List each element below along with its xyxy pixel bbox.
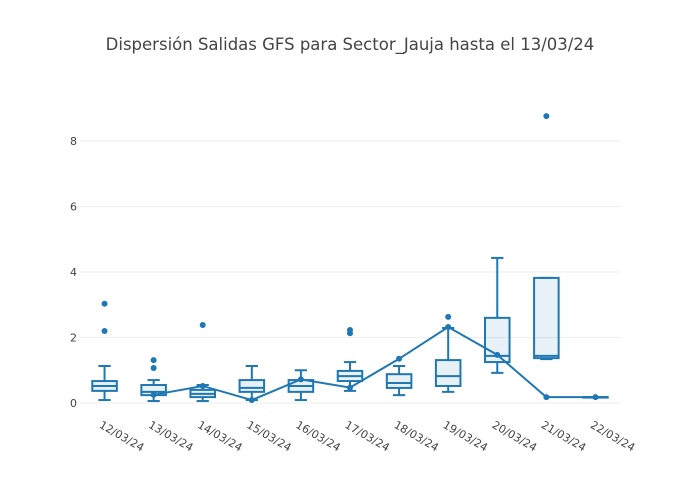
- x-tick-label: 13/03/24: [146, 418, 195, 454]
- line-point: [494, 351, 501, 358]
- chart-title: Dispersión Salidas GFS para Sector_Jauja…: [106, 35, 595, 55]
- x-tick-label: 17/03/24: [343, 418, 392, 454]
- y-tick-label: 8: [70, 135, 77, 148]
- boxes: [91, 113, 609, 403]
- line-point: [150, 391, 157, 398]
- x-tick-label: 19/03/24: [441, 418, 490, 454]
- x-axis-ticks: 12/03/24 13/03/24 14/03/24 15/03/24 16/03/24…: [97, 418, 637, 454]
- y-tick-label: 0: [70, 397, 77, 410]
- x-tick-label: 14/03/24: [195, 418, 244, 454]
- box: [533, 276, 560, 360]
- line-point: [248, 397, 255, 404]
- line-series: [150, 324, 599, 404]
- x-tick-label: 15/03/24: [244, 418, 293, 454]
- y-tick-label: 6: [70, 201, 77, 214]
- line-point: [297, 376, 304, 383]
- line-point: [445, 324, 452, 331]
- gridlines: [80, 140, 620, 404]
- outlier-point: [101, 327, 108, 334]
- y-tick-label: 4: [70, 266, 77, 279]
- outlier-point: [150, 357, 157, 364]
- outlier-point: [199, 322, 206, 329]
- line-point: [347, 384, 353, 391]
- box: [238, 379, 266, 393]
- box: [434, 359, 462, 387]
- outlier-point: [445, 313, 452, 320]
- outlier-point: [347, 326, 353, 333]
- y-axis-ticks: 0 2 4 6 8: [70, 135, 77, 410]
- x-tick-label: 18/03/24: [392, 418, 441, 454]
- outlier-point: [543, 113, 550, 120]
- x-tick-label: 16/03/24: [293, 418, 342, 454]
- outlier-point: [101, 300, 108, 307]
- x-tick-label: 22/03/24: [588, 418, 637, 454]
- y-tick-label: 2: [70, 332, 77, 345]
- line-point: [396, 355, 403, 362]
- line-point: [199, 382, 206, 389]
- box: [385, 373, 413, 389]
- line-path: [153, 325, 596, 402]
- x-tick-label: 21/03/24: [539, 418, 588, 454]
- outlier-point: [150, 364, 157, 371]
- line-point: [592, 394, 599, 401]
- x-tick-label: 12/03/24: [97, 418, 146, 454]
- x-tick-label: 20/03/24: [490, 418, 539, 454]
- line-point: [543, 394, 550, 401]
